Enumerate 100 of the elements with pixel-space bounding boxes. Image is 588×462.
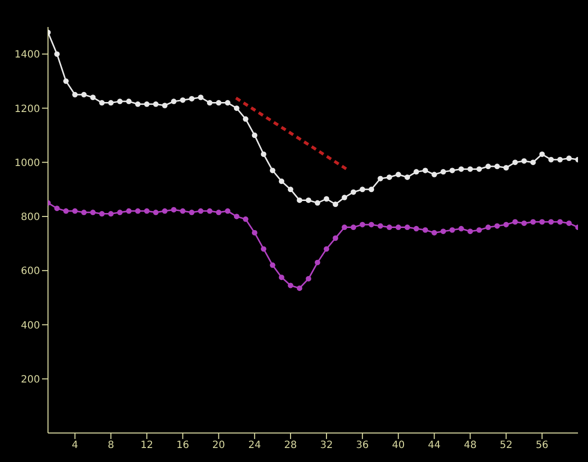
point (485, 224, 491, 230)
point (224, 100, 230, 106)
point (458, 166, 464, 172)
point (90, 94, 96, 100)
point (306, 197, 312, 203)
point (566, 156, 572, 162)
point (162, 102, 168, 108)
x-tick-label: 44 (428, 440, 441, 452)
point (566, 220, 572, 226)
y-tick-label: 1200 (14, 104, 40, 115)
point (530, 160, 536, 166)
point (476, 227, 482, 233)
point (252, 230, 258, 236)
point (422, 227, 428, 233)
point (404, 174, 410, 180)
point (342, 224, 348, 230)
x-tick-label: 12 (140, 440, 154, 452)
point (99, 211, 105, 217)
point (135, 101, 141, 107)
y-tick-label: 200 (20, 374, 40, 386)
point (81, 210, 87, 216)
point (234, 105, 240, 111)
point (306, 276, 312, 282)
point (288, 282, 294, 288)
point (350, 189, 356, 195)
x-tick-label: 28 (284, 440, 297, 452)
point (350, 224, 356, 230)
point (278, 274, 284, 280)
x-tick-label: 4 (72, 440, 78, 452)
y-tick-label: 800 (20, 212, 40, 224)
point (414, 226, 420, 232)
point (440, 228, 446, 234)
point (449, 227, 455, 233)
y-tick-label: 1000 (14, 158, 40, 169)
point (557, 156, 563, 162)
x-tick-label: 56 (536, 440, 548, 452)
point (342, 194, 348, 200)
point (180, 208, 186, 214)
point (153, 210, 159, 216)
point (360, 186, 366, 192)
point (54, 51, 60, 57)
point (188, 210, 194, 216)
point (314, 260, 320, 266)
point (171, 98, 177, 104)
point (72, 208, 78, 214)
point (216, 210, 222, 216)
point (54, 206, 60, 212)
point (198, 208, 204, 214)
point (360, 222, 366, 228)
point (512, 160, 518, 166)
point (108, 100, 114, 106)
point (548, 156, 554, 162)
x-tick-label: 48 (464, 440, 477, 452)
point (332, 235, 338, 241)
point (324, 196, 330, 202)
x-tick-label: 52 (500, 440, 513, 452)
point (503, 164, 509, 170)
x-tick-label: 16 (176, 440, 190, 452)
point (242, 116, 248, 122)
point (81, 92, 87, 98)
point (449, 168, 455, 174)
point (548, 219, 554, 225)
point (386, 174, 392, 180)
point (252, 132, 258, 138)
y-tick-label: 1400 (14, 50, 40, 61)
point (378, 223, 384, 229)
point (521, 158, 527, 164)
point (117, 98, 123, 104)
point (198, 94, 204, 100)
point (332, 202, 338, 208)
point (108, 211, 114, 217)
point (270, 168, 276, 174)
x-tick-label: 24 (248, 440, 261, 452)
point (117, 210, 123, 216)
point (63, 78, 69, 84)
point (440, 169, 446, 175)
point (368, 222, 374, 228)
point (324, 246, 330, 252)
point (90, 210, 96, 216)
point (521, 220, 527, 226)
point (162, 208, 168, 214)
point (467, 228, 473, 234)
point (494, 164, 500, 170)
point (557, 219, 563, 225)
point (144, 208, 150, 214)
point (188, 96, 194, 102)
point (467, 166, 473, 172)
point (72, 92, 78, 98)
point (485, 164, 491, 170)
point (260, 151, 266, 157)
point (260, 246, 266, 252)
x-tick-label: 20 (212, 440, 226, 452)
point (378, 176, 384, 182)
x-tick-label: 36 (356, 440, 369, 452)
point (288, 186, 294, 192)
point (126, 98, 132, 104)
y-tick-label: 400 (20, 320, 40, 332)
point (278, 178, 284, 184)
point (539, 151, 545, 157)
point (296, 285, 302, 291)
